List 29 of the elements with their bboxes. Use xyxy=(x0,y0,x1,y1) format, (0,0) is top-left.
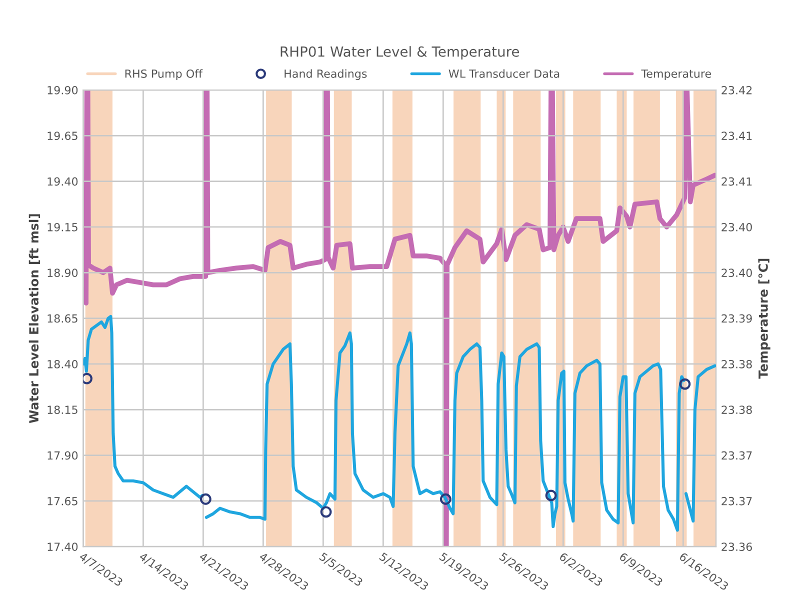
y2-tick-label: 23.37 xyxy=(722,451,752,460)
legend-label: Temperature xyxy=(641,70,711,80)
y2-tick-label: 23.41 xyxy=(722,132,752,140)
y-tick-label: 18.15 xyxy=(48,406,78,414)
y2-tick-label: 23.41 xyxy=(722,177,752,186)
y-tick-label: 18.40 xyxy=(48,360,78,368)
y-tick-label: 19.40 xyxy=(48,177,78,186)
y2-tick-label: 23.39 xyxy=(722,314,752,323)
y2-tick-label: 23.40 xyxy=(722,268,752,278)
y2-tick-label: 23.38 xyxy=(722,406,752,414)
y2-tick-label: 23.37 xyxy=(722,496,752,506)
legend-label: Hand Readings xyxy=(284,69,367,80)
y2-tick-label: 23.40 xyxy=(722,222,752,232)
y-tick-label: 19.65 xyxy=(48,132,78,140)
y-tick-label: 17.65 xyxy=(48,496,78,506)
y-tick-label: 17.90 xyxy=(48,451,78,460)
legend-label: WL Transducer Data xyxy=(448,69,560,78)
y-tick-label: 19.15 xyxy=(48,222,78,232)
y-tick-label: 18.90 xyxy=(48,268,78,278)
y2-tick-label: 23.38 xyxy=(722,360,752,368)
legend-label: RHS Pump Off xyxy=(125,69,203,80)
y2-tick-label: 23.36 xyxy=(722,542,752,551)
y-axis-title: Water Level Elevation [ft msl] xyxy=(28,214,40,424)
y2-axis-title: Temperature [°C] xyxy=(758,258,770,379)
y-tick-label: 18.65 xyxy=(48,314,78,323)
y2-tick-label: 23.42 xyxy=(722,86,752,94)
y-tick-label: 19.90 xyxy=(48,86,78,94)
chart-title: RHP01 Water Level & Temperature xyxy=(280,46,520,60)
y-tick-label: 17.40 xyxy=(48,542,78,551)
